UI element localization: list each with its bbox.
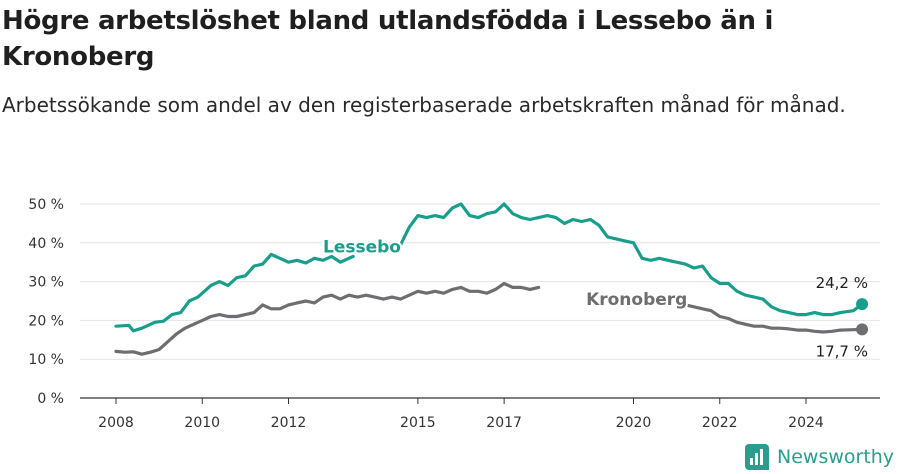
x-tick-label-2012: 2012: [271, 415, 307, 431]
series-line-lessebo: [562, 217, 864, 317]
x-tick-label-2017: 2017: [486, 415, 522, 431]
chart-title: Högre arbetslöshet bland utlandsfödda i …: [2, 6, 774, 72]
end-value-label-lessebo: 24,2 %: [816, 274, 868, 292]
newsworthy-brand: Newsworthy: [745, 442, 894, 472]
series-line-kronoberg: [114, 281, 541, 356]
x-tick-label-2015: 2015: [400, 415, 436, 431]
y-tick-label-40: 40 %: [28, 236, 64, 252]
chart-subtitle: Arbetssökande som andel av den registerb…: [2, 93, 846, 117]
y-tick-label-20: 20 %: [28, 313, 64, 329]
y-axis-tick-labels: 0 % 10 % 20 % 30 % 40 % 50 %: [28, 197, 64, 407]
y-tick-label-0: 0 %: [37, 391, 64, 407]
y-tick-label-10: 10 %: [28, 352, 64, 368]
series-label-kronoberg: Kronoberg: [586, 290, 687, 310]
end-point-kronoberg: [856, 323, 869, 336]
series-line-lessebo: [394, 202, 567, 251]
brand-name: Newsworthy: [777, 446, 895, 468]
series-line-kronoberg: [675, 297, 864, 334]
y-tick-label-30: 30 %: [28, 275, 64, 291]
series-line-lessebo: [114, 252, 355, 333]
x-tick-label-2010: 2010: [184, 415, 220, 431]
x-tick-label-2022: 2022: [702, 415, 738, 431]
end-point-lessebo: [856, 298, 869, 311]
x-axis-ticks: 2008 2010 2012 2015 2017 2020 2022 2024: [98, 398, 824, 431]
end-value-label-kronoberg: 17,7 %: [816, 342, 868, 360]
y-tick-label-50: 50 %: [28, 197, 64, 213]
grid-lines: [80, 203, 880, 399]
x-tick-label-2020: 2020: [616, 415, 652, 431]
bar-chart-logo-icon: [745, 444, 769, 470]
series-labels: Lessebo 24,2 % Kronoberg 17,7 %: [321, 236, 868, 361]
series-lines: [114, 202, 869, 356]
series-label-lessebo: Lessebo: [323, 238, 401, 258]
x-tick-label-2024: 2024: [788, 415, 824, 431]
x-tick-label-2008: 2008: [98, 415, 134, 431]
